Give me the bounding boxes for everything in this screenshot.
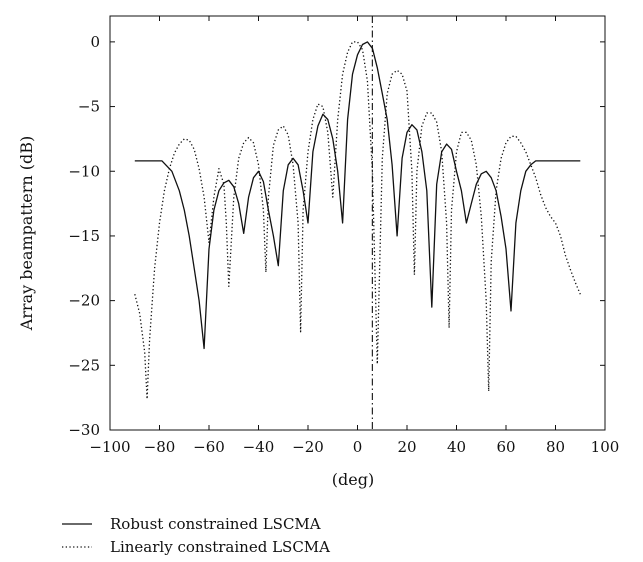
x-tick-label: −100 <box>89 438 130 456</box>
series-line-robust <box>134 41 581 350</box>
plot-frame <box>109 15 606 431</box>
legend-label-linear: Linearly constrained LSCMA <box>110 538 330 556</box>
y-tick-label: −10 <box>68 162 100 180</box>
x-tick-label: −60 <box>193 438 225 456</box>
y-tick-label: −5 <box>78 98 100 116</box>
y-tick-label: −20 <box>68 292 100 310</box>
x-tick-label: 80 <box>546 438 565 456</box>
x-tick-label: −20 <box>292 438 324 456</box>
x-tick-label: 0 <box>353 438 363 456</box>
x-tick-label: 20 <box>397 438 416 456</box>
x-tick-label: 40 <box>447 438 466 456</box>
y-tick-label: −30 <box>68 421 100 439</box>
y-tick-label: −15 <box>68 227 100 245</box>
x-tick-label: 60 <box>496 438 515 456</box>
y-tick-label: −25 <box>68 356 100 374</box>
series-line-linear <box>134 41 581 400</box>
x-tick-label: 100 <box>591 438 620 456</box>
axes-layer: −100 −80 −60 −40 −20 0 20 40 60 80 100 0 −5 −10 −15 −20… <box>68 15 620 456</box>
y-axis-label: Array beampattern (dB) <box>17 136 36 332</box>
plot-layer <box>134 16 581 430</box>
y-tick-label: 0 <box>90 33 100 51</box>
x-tick-label: −80 <box>144 438 176 456</box>
legend: Robust constrained LSCMA Linearly constr… <box>62 515 330 556</box>
x-axis-label: (deg) <box>332 470 374 489</box>
x-tick-label: −40 <box>243 438 275 456</box>
legend-label-robust: Robust constrained LSCMA <box>110 515 321 533</box>
